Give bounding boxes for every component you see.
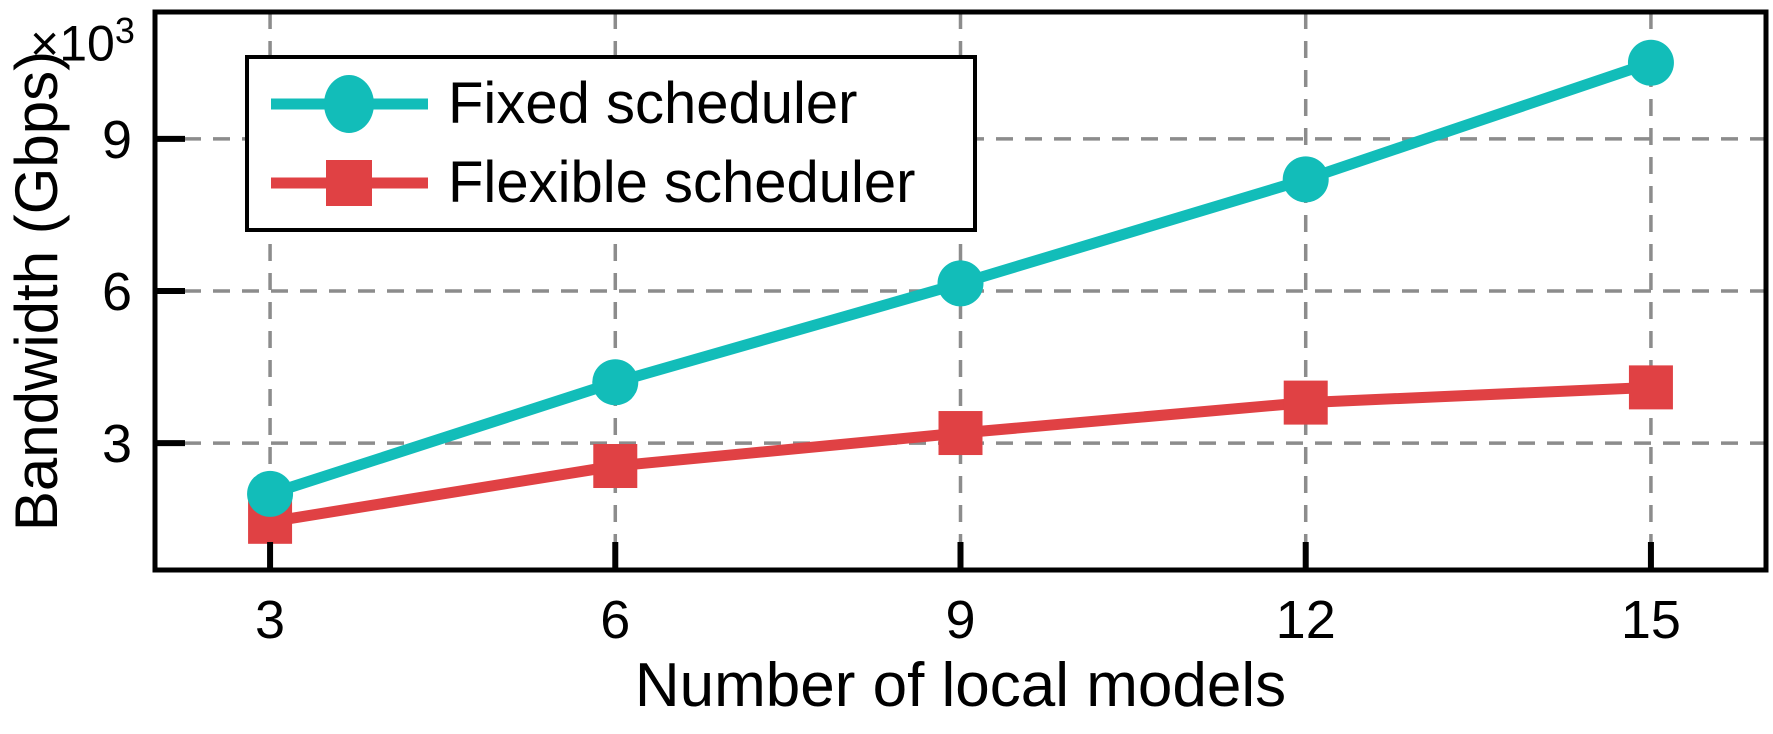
legend-label-fixed: Fixed scheduler [448,71,858,137]
y-axis-multiplier: ×103 [30,10,135,73]
x-axis-label: Number of local models [634,651,1287,720]
y-axis-label: Bandwidth (Gbps) [3,50,70,532]
y-axis-multiplier-exponent: 3 [114,10,135,51]
legend: Fixed scheduler Flexible scheduler [245,55,977,232]
x-tick-label: 15 [1621,590,1681,650]
plot-border [152,9,1769,573]
x-tick-label: 9 [945,590,975,650]
legend-label-flexible: Flexible scheduler [448,149,916,215]
x-tick-label: 3 [255,590,285,650]
data-point-circle [1282,156,1329,203]
x-tick-label: 12 [1276,590,1336,650]
data-point-circle [937,260,984,307]
data-point-circle [1627,39,1674,86]
y-tick-label: 9 [102,110,132,170]
legend-item-flexible-scheduler: Flexible scheduler [249,152,973,214]
data-point-circle [247,470,294,517]
x-tick-label: 6 [600,590,630,650]
data-point-circle [592,359,639,406]
square-marker-icon [271,159,428,206]
data-point-square [938,411,983,456]
data-point-square [1283,380,1328,425]
y-tick-label: 3 [102,414,132,474]
legend-item-fixed-scheduler: Fixed scheduler [249,73,973,135]
data-point-square [593,444,638,489]
circle-marker-icon [271,75,428,134]
y-tick-label: 6 [102,262,132,322]
data-point-square [1628,365,1673,410]
y-axis-multiplier-base: ×10 [30,15,115,72]
